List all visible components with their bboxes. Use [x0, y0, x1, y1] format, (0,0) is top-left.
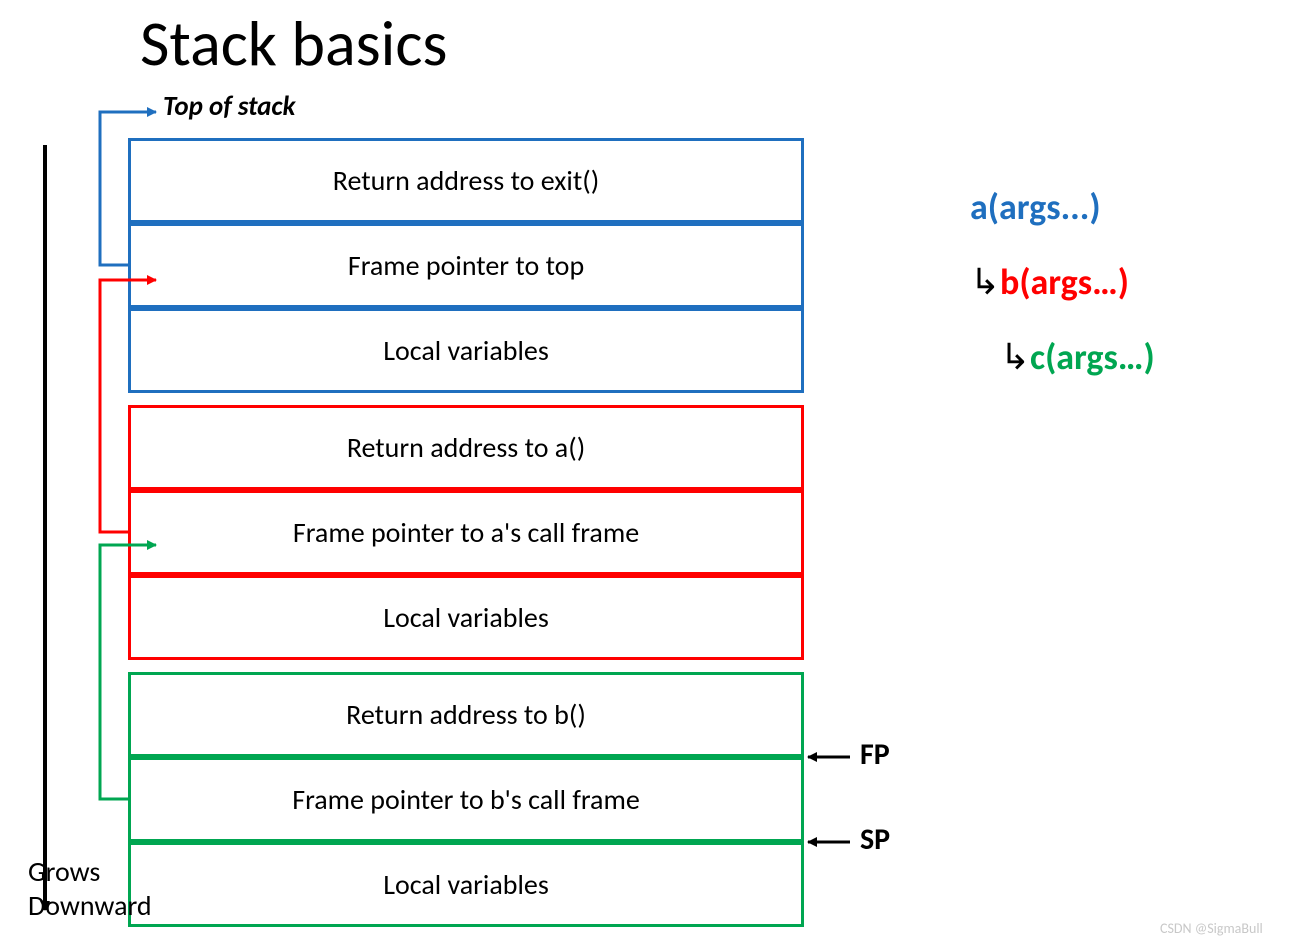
watermark: CSDN @SigmaBull [1160, 920, 1263, 937]
call-chain-item: b(args…) [1000, 260, 1129, 304]
grows-downward-label: GrowsDownward [28, 855, 152, 922]
stack-cell: Frame pointer to top [128, 223, 804, 308]
call-chain-item: c(args…) [1030, 335, 1155, 379]
stack-cell: Local variables [128, 575, 804, 660]
stack-cell: Frame pointer to b's call frame [128, 757, 804, 842]
call-chain-arrow-icon: ↳ [970, 260, 1000, 304]
call-chain-item: a(args...) [970, 185, 1101, 229]
fp-label: FP [860, 736, 890, 773]
stack-cell: Local variables [128, 842, 804, 927]
sp-label: SP [860, 821, 890, 858]
stack-cell: Return address to a() [128, 405, 804, 490]
call-chain-arrow-icon: ↳ [1000, 335, 1030, 379]
stack-cell: Frame pointer to a's call frame [128, 490, 804, 575]
top-of-stack-label: Top of stack [163, 90, 296, 123]
stack-cell: Local variables [128, 308, 804, 393]
page-title: Stack basics [140, 5, 447, 83]
stack-cell: Return address to b() [128, 672, 804, 757]
stack-cell: Return address to exit() [128, 138, 804, 223]
